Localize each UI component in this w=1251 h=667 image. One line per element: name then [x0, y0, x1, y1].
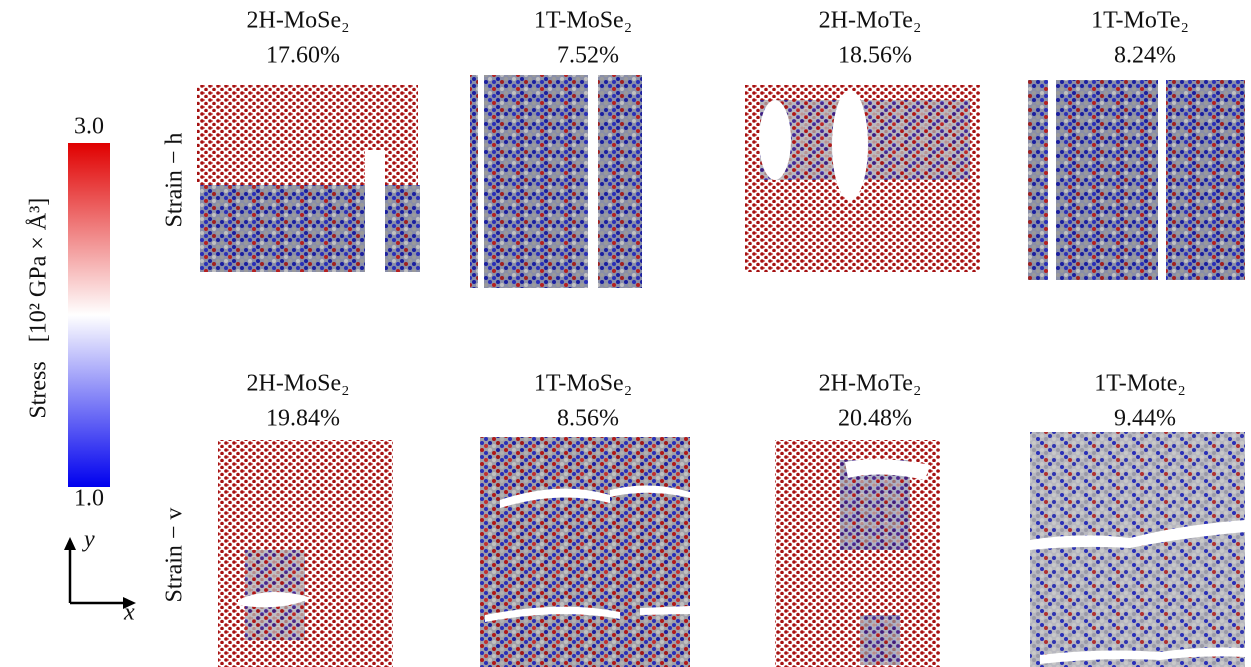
colorbar	[68, 143, 110, 487]
panel-strain: 19.84%	[266, 406, 340, 432]
colorbar-unit: [10² GPa × Å³]	[26, 198, 52, 343]
x-axis-label: x	[123, 600, 135, 626]
figure: 3.0 1.0 Stress [10² GPa × Å³] y x Strain…	[0, 0, 1251, 667]
row-label: Strain − v	[162, 508, 188, 603]
colorbar-title: Stress [10² GPa × Å³]	[26, 198, 52, 419]
panel-title: 1T-MoSe₂	[534, 8, 632, 34]
y-axis-label: y	[82, 527, 95, 553]
panel-title: 2H-MoSe₂	[246, 371, 349, 397]
panel-strain: 8.56%	[557, 406, 619, 432]
panel-strain: 9.44%	[1114, 406, 1176, 432]
simulation-image	[1028, 80, 1245, 280]
simulation-image	[1030, 432, 1245, 667]
colorbar-max: 3.0	[74, 114, 104, 140]
panel-strain: 17.60%	[266, 43, 340, 69]
panel-title: 2H-MoTe₂	[819, 371, 922, 397]
panel-strain: 18.56%	[838, 43, 912, 69]
panel-title: 1T-Mote₂	[1094, 371, 1185, 397]
panel-strain: 7.52%	[557, 43, 619, 69]
simulation-image	[775, 440, 940, 667]
panel-title: 2H-MoTe₂	[819, 8, 922, 34]
arrow-heads	[64, 537, 136, 609]
panel-strain: 20.48%	[838, 406, 912, 432]
row-label: Strain − h	[162, 133, 188, 228]
panel-title: 1T-MoTe₂	[1091, 8, 1189, 34]
colorbar-min: 1.0	[74, 486, 104, 512]
simulation-image	[218, 440, 393, 667]
colorbar-label: Stress	[26, 361, 52, 418]
simulation-image	[745, 85, 980, 272]
panel-title: 1T-MoSe₂	[534, 371, 632, 397]
simulation-image	[197, 85, 420, 275]
simulation-image	[470, 75, 642, 288]
axes-indicator	[70, 545, 128, 603]
panel-strain: 8.24%	[1114, 43, 1176, 69]
simulation-image	[480, 437, 690, 667]
panel-title: 2H-MoSe₂	[246, 8, 349, 34]
